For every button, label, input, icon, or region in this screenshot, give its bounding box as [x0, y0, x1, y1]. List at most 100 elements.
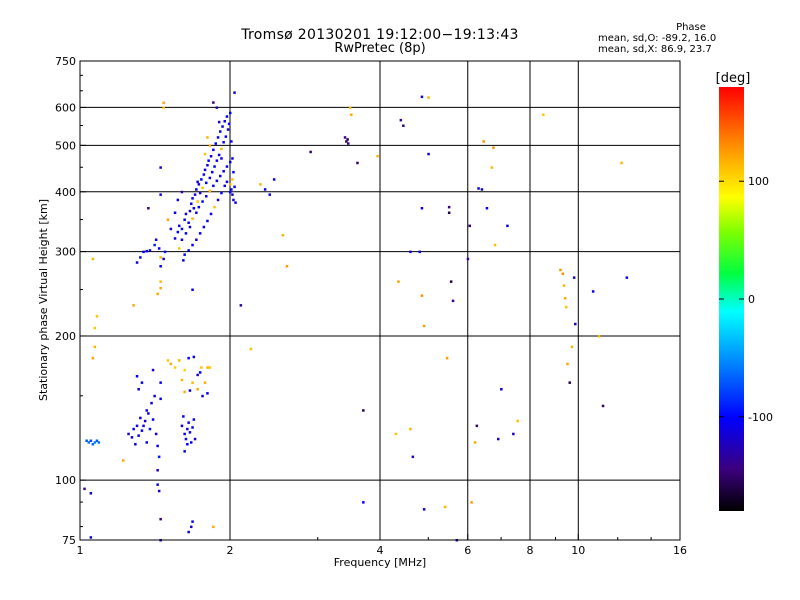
data-point — [191, 288, 194, 291]
data-point — [196, 180, 199, 184]
data-point — [95, 315, 99, 318]
data-point — [195, 238, 198, 241]
data-point — [188, 209, 192, 213]
data-point — [127, 432, 130, 436]
data-point — [93, 345, 97, 349]
data-point — [208, 366, 212, 369]
data-point — [159, 381, 162, 384]
data-point — [147, 207, 150, 210]
colorbar-tick-label: 0 — [748, 293, 755, 306]
data-point — [196, 200, 199, 203]
data-point — [95, 439, 99, 442]
data-point — [309, 150, 312, 154]
data-point — [202, 173, 206, 176]
data-point — [263, 188, 267, 191]
data-point — [212, 184, 215, 188]
data-point — [216, 136, 220, 139]
data-point — [209, 212, 213, 216]
data-point — [232, 170, 235, 174]
scatter-points — [83, 91, 629, 542]
data-point — [91, 356, 95, 360]
x-tick-label: 16 — [673, 544, 687, 557]
data-point — [188, 389, 192, 392]
data-point — [500, 388, 503, 391]
chart-title: Tromsø 20130201 19:12:00−19:13:43 — [241, 27, 519, 43]
data-point — [196, 373, 199, 377]
colorbar-tick-label: 100 — [748, 175, 769, 188]
data-point — [259, 183, 262, 186]
data-point — [570, 345, 574, 349]
chart-subtitle: RwPretec (8p) — [334, 41, 426, 56]
data-point — [159, 166, 162, 169]
data-point — [132, 304, 135, 307]
data-point — [447, 211, 451, 214]
data-point — [159, 280, 162, 283]
data-point — [145, 441, 148, 444]
data-point — [89, 536, 93, 539]
data-point — [187, 421, 190, 424]
data-point — [418, 250, 421, 254]
phase-stats-x-line: mean, sd,X: 86.9, 23.7 — [598, 44, 712, 55]
data-point — [232, 198, 235, 202]
data-point — [206, 219, 209, 223]
data-point — [93, 326, 97, 330]
data-point — [203, 152, 207, 156]
data-point — [156, 469, 159, 472]
data-point — [591, 290, 595, 293]
data-point — [221, 125, 224, 128]
data-point — [196, 388, 199, 391]
data-point — [230, 140, 233, 143]
data-point — [225, 165, 229, 168]
y-tick-label: 500 — [55, 139, 76, 152]
data-point — [213, 165, 216, 168]
data-point — [139, 256, 142, 259]
data-point — [220, 191, 223, 195]
data-point — [566, 362, 569, 366]
data-point — [191, 426, 194, 429]
data-point — [229, 183, 232, 186]
data-point — [409, 250, 412, 254]
data-point — [563, 297, 567, 300]
data-point — [135, 375, 139, 378]
data-point — [153, 243, 156, 247]
data-point — [216, 198, 220, 202]
data-point — [427, 152, 430, 156]
data-point — [192, 355, 196, 359]
data-point — [159, 193, 162, 196]
data-point — [150, 401, 153, 405]
data-point — [225, 180, 229, 184]
data-point — [229, 111, 232, 115]
data-point — [140, 381, 144, 384]
data-point — [451, 299, 455, 303]
colorbar-tick-label: -100 — [748, 411, 773, 424]
data-point — [180, 227, 184, 231]
data-point — [222, 141, 225, 144]
y-tick-label: 200 — [55, 330, 76, 343]
data-point — [191, 520, 194, 523]
data-point — [217, 153, 221, 157]
data-point — [445, 356, 449, 360]
data-point — [85, 439, 88, 442]
data-point — [169, 362, 173, 366]
data-point — [562, 284, 566, 287]
data-point — [443, 505, 447, 509]
data-point — [231, 193, 234, 196]
data-point — [97, 441, 101, 444]
data-point — [468, 224, 471, 228]
data-point — [201, 394, 204, 398]
data-point — [198, 232, 202, 235]
data-point — [506, 224, 509, 228]
data-point — [362, 409, 365, 412]
data-point — [198, 371, 202, 374]
data-point — [183, 253, 186, 256]
data-point — [186, 427, 189, 431]
data-point — [597, 335, 601, 338]
data-point — [285, 265, 289, 268]
grid-lines — [80, 61, 680, 540]
data-point — [191, 243, 194, 247]
data-point — [561, 272, 565, 275]
data-point — [568, 381, 571, 384]
data-point — [485, 207, 489, 210]
data-point — [203, 168, 207, 172]
